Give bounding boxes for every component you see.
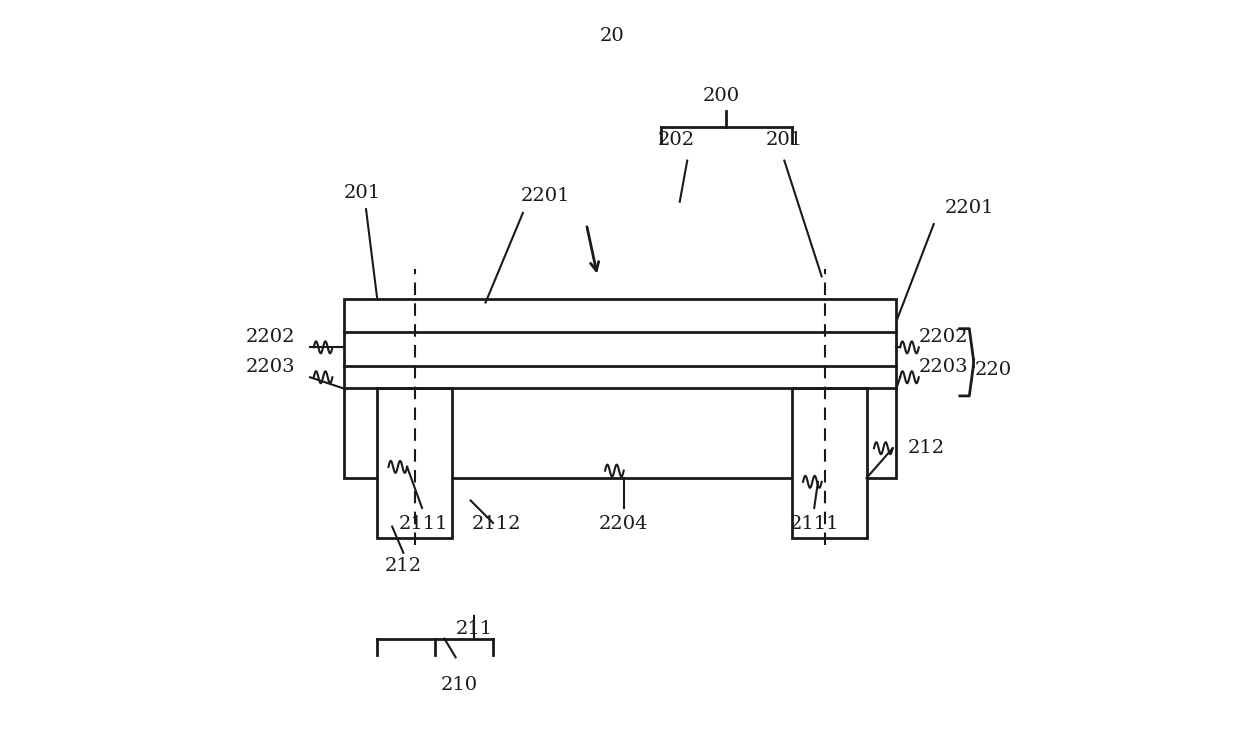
Text: 220: 220 bbox=[975, 361, 1012, 379]
Text: 20: 20 bbox=[600, 27, 625, 45]
Text: 2203: 2203 bbox=[246, 358, 295, 376]
Text: 2111: 2111 bbox=[790, 515, 839, 533]
Text: 200: 200 bbox=[702, 87, 739, 105]
Text: 2203: 2203 bbox=[919, 358, 968, 376]
Text: 201: 201 bbox=[343, 184, 381, 202]
Text: 2112: 2112 bbox=[472, 515, 522, 533]
Text: 201: 201 bbox=[766, 131, 804, 149]
Text: 210: 210 bbox=[441, 676, 477, 694]
Bar bbox=[377, 388, 451, 538]
Text: 2204: 2204 bbox=[599, 515, 649, 533]
Text: 202: 202 bbox=[657, 131, 694, 149]
Text: 2201: 2201 bbox=[521, 187, 570, 205]
Bar bbox=[792, 388, 867, 538]
Text: 211: 211 bbox=[456, 620, 492, 638]
Text: 212: 212 bbox=[384, 557, 422, 574]
Text: 2202: 2202 bbox=[919, 328, 968, 346]
Text: 2202: 2202 bbox=[246, 328, 295, 346]
Text: 2111: 2111 bbox=[399, 515, 449, 533]
Text: 2201: 2201 bbox=[945, 199, 994, 217]
Text: 212: 212 bbox=[908, 439, 945, 457]
Bar bbox=[343, 299, 897, 478]
